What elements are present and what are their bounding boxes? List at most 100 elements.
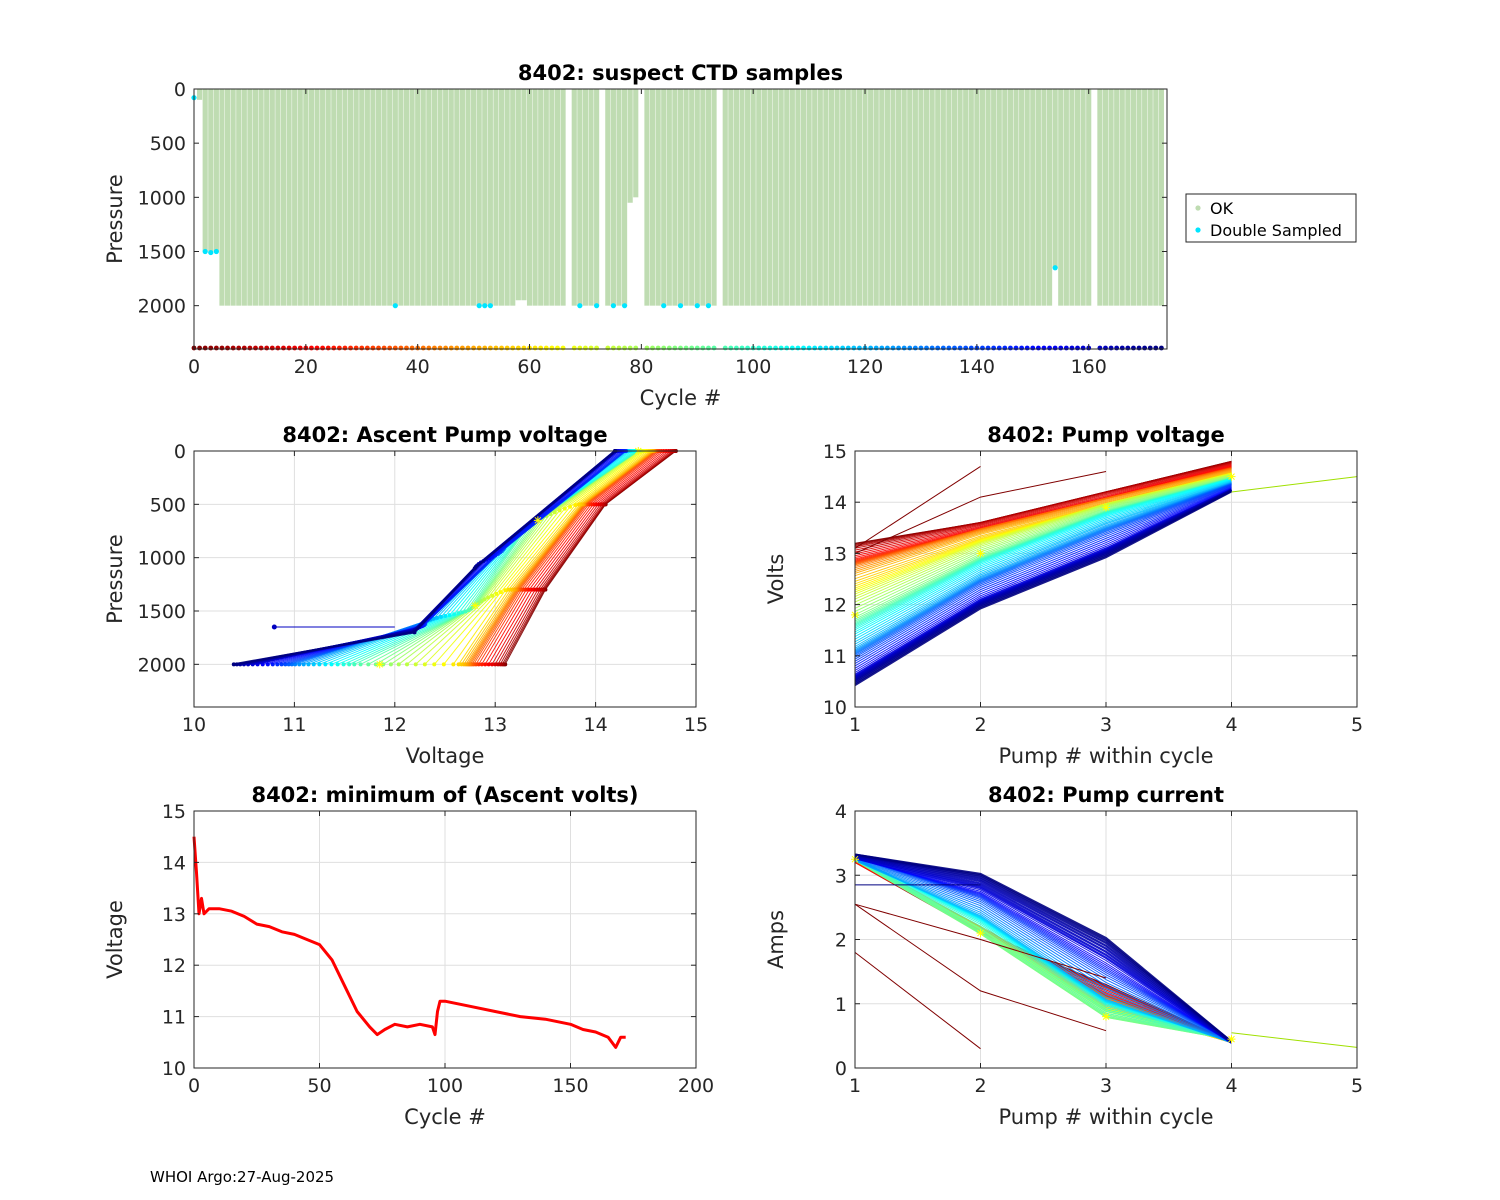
ok-profile [649,89,656,306]
cycle-marker [907,345,913,351]
cycle-marker [694,345,700,351]
x-tick-label: 160 [1071,356,1107,378]
series-line [854,475,1232,612]
cycle-marker [465,345,471,351]
cycle-marker [320,345,326,351]
cycle-marker [376,345,381,351]
cycle-marker [487,345,493,351]
double-sampled-point [392,303,398,309]
ok-profile [459,89,465,306]
y-tick-label: 0 [835,1058,847,1080]
cycle-marker [873,345,879,351]
series-line [854,476,1232,616]
y-axis-label: Pressure [103,174,127,264]
cycle-marker [331,345,337,351]
ok-profile [510,89,516,306]
cycle-marker [364,345,370,351]
cycle-marker [420,345,426,351]
ok-profile [840,89,846,306]
cycle-marker [543,345,549,351]
ok-profile [1136,89,1142,306]
ctd-samples-plot: 0 20 40 60 80 100 120 140 160 0 500 1000 1500 2000 840… [103,61,1357,410]
series-line [424,450,642,665]
chart-title: 8402: minimum of (Ascent volts) [251,783,638,807]
series-line [415,450,641,665]
y-tick-label: 1500 [138,242,186,264]
cycle-marker [655,345,661,351]
x-tick-label: 5 [1351,1075,1363,1097]
cycle-marker [443,345,449,351]
cycle-marker [980,345,985,351]
series-line [854,481,1232,647]
cycle-marker [381,345,387,351]
data-point [388,662,393,667]
data-point [506,587,511,592]
cycle-marker [1080,345,1086,351]
cycle-marker [482,345,488,351]
x-axis-label: Cycle # [640,386,722,410]
cycle-marker [896,345,901,351]
ok-profile [403,89,410,306]
series-line [854,475,1232,609]
ok-profile [353,89,359,306]
x-tick-label: 140 [959,356,995,378]
ok-profile [1130,89,1137,306]
x-tick-label: 1 [849,714,861,736]
series-line [854,482,1232,652]
double-sampled-point [577,303,583,309]
double-sampled-point [208,249,214,256]
cycle-marker [471,345,476,351]
ok-profile [236,89,242,306]
cycle-marker [253,345,258,351]
double-sampled-point [621,303,628,309]
ok-profile [247,89,253,306]
ok-profile [996,89,1002,306]
series-line [854,469,1232,571]
ok-profile [202,89,208,252]
cycle-marker [1114,345,1120,351]
data-point [463,609,468,614]
ok-profile [622,89,628,306]
ok-profile [968,89,974,306]
cycle-marker [432,345,437,351]
y-tick-label: 12 [823,595,847,617]
cycle-marker [1136,345,1142,351]
ok-profile [465,89,471,306]
cycle-marker [968,345,974,351]
minimum-ascent-volts-plot: 0 50 100 150 200 10 11 12 13 14 15 8402: minimum of… [103,783,714,1129]
cycle-marker [834,345,840,351]
series-line [481,450,662,665]
y-tick-label: 500 [150,133,186,155]
data-point [503,588,508,593]
y-tick-label: 15 [162,801,186,823]
series-line [452,450,648,665]
legend-ok-label: OK [1210,199,1234,218]
cycle-marker [437,345,443,351]
cycle-marker [633,345,639,351]
ok-profile [856,89,863,306]
series-line [854,464,1232,555]
series-line [854,465,1232,557]
ok-profile [1147,89,1153,306]
cycle-marker [734,345,739,351]
ok-profile [800,89,807,306]
series-line [854,463,1232,551]
series-line [337,450,635,665]
double-sampled-point [610,303,616,309]
ok-profile [1158,89,1164,306]
ok-profile [1086,89,1092,306]
cycle-marker [398,345,404,351]
ok-profile [834,89,840,306]
ok-profile [476,89,482,306]
ok-profile [1125,89,1131,306]
ok-profile [543,89,549,306]
data-point [335,662,340,667]
series-line [475,450,658,665]
cycle-marker [689,345,695,351]
ok-profile [884,89,890,306]
cycle-marker [1052,345,1058,351]
x-tick-label: 12 [383,714,407,736]
ok-profile [728,89,734,306]
series-line [854,470,1232,572]
